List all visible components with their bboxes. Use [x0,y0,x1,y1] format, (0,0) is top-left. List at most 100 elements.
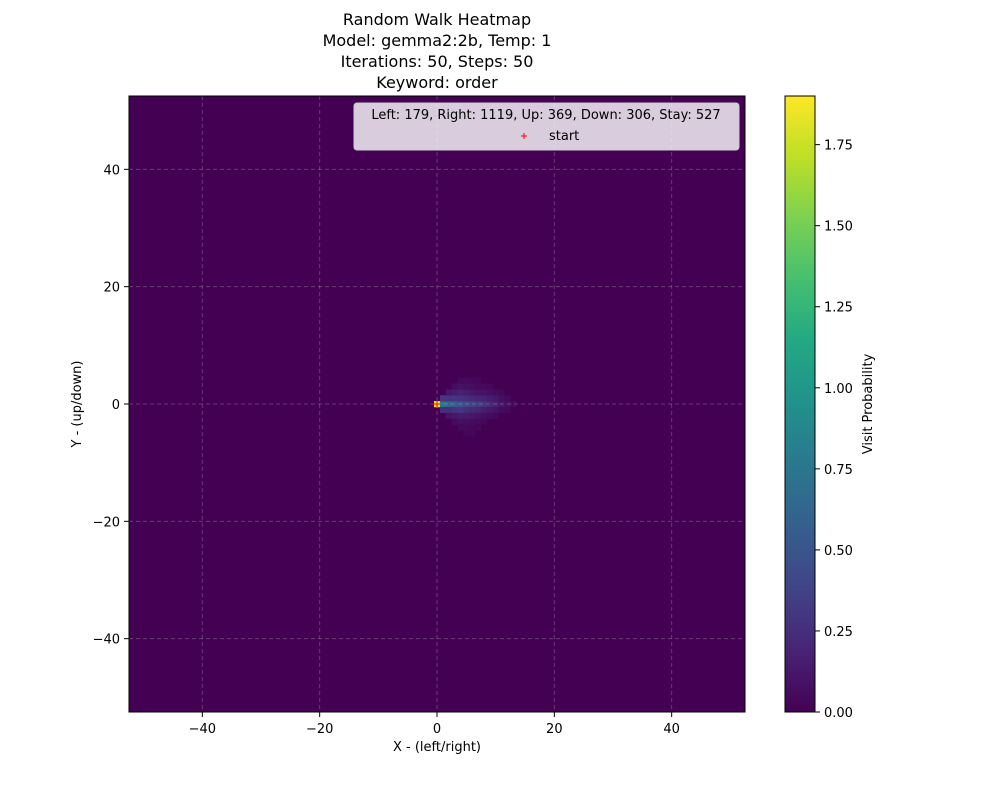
heatmap-cell [486,412,494,419]
heatmap-cell [475,424,482,431]
title-line-1: Random Walk Heatmap [343,10,531,29]
start-marker [434,401,440,407]
heatmap-cell [463,418,470,425]
heatmap-cell [469,401,476,408]
colorbar-tick-label: 1.50 [824,220,853,235]
heatmap-cell [475,383,482,390]
heatmap-cell [504,401,511,408]
colorbar-tick-label: 0.50 [824,544,853,559]
x-tick-label: 20 [546,722,563,737]
heatmap-cell [445,395,452,402]
heatmap-cell [498,389,505,396]
heatmap-cell [475,395,482,402]
heatmap-cell [481,412,488,419]
heatmap-cell [492,395,499,402]
heatmap-cell [475,377,482,384]
heatmap-cell [457,389,464,396]
heatmap-cell [439,406,447,414]
heatmap-cell [481,401,488,408]
heatmap-cell [481,389,488,396]
heatmap-cell [475,406,482,414]
heatmap-cell [492,412,499,419]
heatmap-cell [463,377,470,384]
heatmap-cell [469,430,476,437]
heatmap-cell [486,401,494,408]
heatmap-cell [498,401,505,408]
heatmap-cell [504,406,511,414]
heatmap-cell [469,418,476,425]
heatmap-cell [492,389,499,396]
heatmap-cell [469,377,476,384]
title-line-4: Keyword: order [376,73,498,92]
heatmap-cell [457,406,464,414]
heatmap-cell [445,401,452,408]
heatmap-cell [457,401,464,408]
colorbar-tick-label: 1.00 [824,382,853,397]
heatmap-cell [481,383,488,390]
colorbar-tick-label: 0.75 [824,463,853,478]
y-tick-label: −20 [93,515,120,530]
heatmap-cell [504,395,511,402]
heatmap-cell [481,406,488,414]
heatmap-cell [451,395,458,402]
y-tick-label: 20 [103,281,120,296]
title-line-3: Iterations: 50, Steps: 50 [341,52,534,71]
heatmap-cell [498,395,505,402]
heatmap-cell [492,401,499,408]
legend-box [353,102,740,151]
heatmap-cell [463,430,470,437]
heatmap-cell [475,389,482,396]
x-tick-label: −20 [306,722,333,737]
y-tick-label: 40 [103,163,120,178]
y-axis-ticks: −40 −20 0 20 40 [93,163,129,648]
heatmap-cell [439,395,447,402]
heatmap-cell [463,401,470,408]
colorbar-tick-label: 0.00 [824,706,853,721]
heatmap-cell [463,395,470,402]
heatmap-cell [492,406,499,414]
heatmap-cell [457,424,464,431]
y-axis-label: Y - (up/down) [70,361,85,449]
title-line-2: Model: gemma2:2b, Temp: 1 [323,31,552,50]
heatmap-cell [475,418,482,425]
heatmap-cell [486,406,494,414]
heatmap-cell [439,401,447,408]
heatmap-cell [463,424,470,431]
heatmap-cell [475,401,482,408]
heatmap-cell [510,401,517,408]
legend-start-marker [521,133,527,139]
colorbar-gradient [784,95,816,713]
chart-title: Random Walk Heatmap Model: gemma2:2b, Te… [323,10,552,92]
heatmap-cell [451,412,458,419]
heatmap-cell [445,389,452,396]
x-tick-label: 40 [663,722,680,737]
heatmap-cell [481,418,488,425]
heatmap-cell [469,389,476,396]
heatmap-cell [457,383,464,390]
colorbar-tick-label: 1.75 [824,139,853,154]
legend-summary: Left: 179, Right: 1119, Up: 369, Down: 3… [371,108,720,123]
heatmap-cell [451,401,458,408]
heatmap-cell [486,383,494,390]
colorbar-tick-label: 1.25 [824,301,853,316]
heatmap-cell [469,383,476,390]
x-tick-label: −40 [189,722,216,737]
heatmap-cells [434,377,517,437]
heatmap-cell [451,383,458,390]
heatmap-cell [457,395,464,402]
colorbar-tick-label: 0.25 [824,625,853,640]
x-axis-label: X - (left/right) [393,740,481,755]
heatmap-cell [469,424,476,431]
heatmap-cell [457,412,464,419]
y-tick-label: 0 [112,398,120,413]
x-tick-label: 0 [433,722,441,737]
heatmap-cell [498,406,505,414]
heatmap-cell [469,406,476,414]
heatmap-cell [469,412,476,419]
heatmap-cell [457,377,464,384]
heatmap-cell [486,395,494,402]
heatmap-cell [445,406,452,414]
x-axis-ticks: −40 −20 0 20 40 [189,712,680,737]
grid-lines [129,96,745,712]
